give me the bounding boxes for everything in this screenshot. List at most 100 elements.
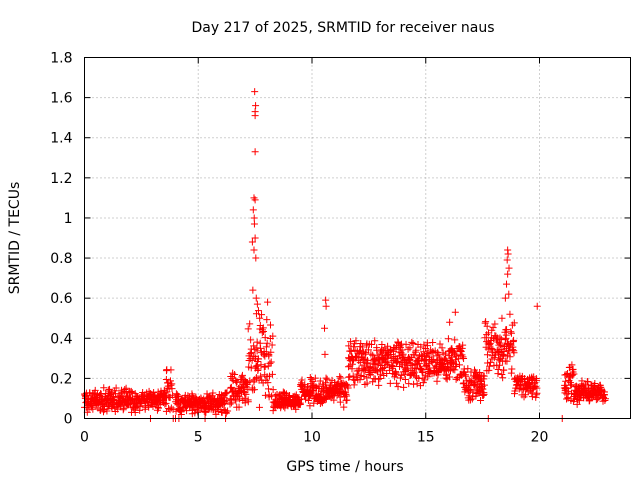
data-point bbox=[505, 290, 513, 298]
data-point bbox=[362, 359, 370, 367]
data-point bbox=[569, 365, 577, 373]
data-point bbox=[253, 338, 261, 346]
data-point bbox=[483, 322, 491, 330]
data-point bbox=[460, 354, 468, 362]
data-point bbox=[367, 341, 375, 349]
data-point bbox=[435, 351, 443, 359]
x-tick-label: 10 bbox=[303, 430, 321, 446]
data-point bbox=[263, 339, 271, 347]
data-point bbox=[373, 344, 381, 352]
data-point bbox=[483, 331, 491, 339]
data-point bbox=[507, 329, 515, 337]
data-point bbox=[510, 319, 518, 327]
y-tick-label: 1.6 bbox=[50, 91, 72, 107]
data-point bbox=[481, 334, 489, 342]
data-point bbox=[343, 396, 351, 404]
data-point bbox=[413, 380, 421, 388]
data-point bbox=[521, 374, 529, 382]
data-point bbox=[310, 399, 318, 407]
data-point bbox=[345, 373, 353, 381]
data-point bbox=[479, 385, 487, 393]
data-point bbox=[503, 357, 511, 365]
data-point bbox=[446, 318, 454, 326]
data-point bbox=[421, 376, 429, 384]
data-point bbox=[246, 320, 254, 328]
data-point bbox=[451, 308, 459, 316]
data-point bbox=[149, 403, 157, 411]
data-point bbox=[528, 393, 536, 401]
data-point bbox=[200, 407, 208, 415]
data-point bbox=[411, 372, 419, 380]
data-point bbox=[491, 320, 499, 328]
data-point bbox=[127, 387, 135, 395]
data-point bbox=[375, 381, 383, 389]
data-point bbox=[252, 254, 260, 262]
data-point bbox=[451, 336, 459, 344]
x-tick-label: 5 bbox=[194, 430, 203, 446]
data-point bbox=[241, 389, 249, 397]
data-point bbox=[167, 366, 175, 374]
data-point bbox=[253, 362, 261, 370]
data-point bbox=[568, 361, 576, 369]
data-point bbox=[477, 396, 485, 404]
data-point bbox=[412, 346, 420, 354]
data-point bbox=[504, 250, 512, 258]
data-point bbox=[267, 358, 275, 366]
data-point bbox=[416, 382, 424, 390]
data-point bbox=[257, 372, 265, 380]
data-point bbox=[264, 379, 272, 387]
chart-title: Day 217 of 2025, SRMTID for receiver nau… bbox=[191, 20, 494, 36]
data-point bbox=[422, 344, 430, 352]
data-point bbox=[252, 102, 260, 110]
data-point bbox=[260, 363, 268, 371]
data-point bbox=[533, 389, 541, 397]
data-point bbox=[322, 374, 330, 382]
data-point bbox=[244, 325, 252, 333]
data-point bbox=[342, 390, 350, 398]
data-point bbox=[498, 314, 506, 322]
data-point bbox=[401, 376, 409, 384]
data-point bbox=[209, 389, 217, 397]
data-point bbox=[344, 384, 352, 392]
data-point bbox=[399, 350, 407, 358]
data-point bbox=[223, 389, 231, 397]
data-point bbox=[402, 340, 410, 348]
data-point bbox=[480, 390, 488, 398]
data-point bbox=[602, 395, 610, 403]
data-point bbox=[510, 349, 518, 357]
data-point bbox=[347, 347, 355, 355]
data-point bbox=[578, 377, 586, 385]
data-series bbox=[81, 88, 610, 422]
data-point bbox=[575, 397, 583, 405]
data-point bbox=[247, 336, 255, 344]
data-point bbox=[438, 344, 446, 352]
data-point bbox=[522, 391, 530, 399]
data-point bbox=[252, 294, 260, 302]
data-point bbox=[394, 383, 402, 391]
data-point bbox=[501, 336, 509, 344]
data-point bbox=[322, 296, 330, 304]
data-point bbox=[145, 403, 153, 411]
data-point bbox=[224, 407, 232, 415]
data-point bbox=[100, 384, 108, 392]
data-point bbox=[267, 348, 275, 356]
data-point bbox=[433, 377, 441, 385]
y-tick-label: 0.6 bbox=[50, 291, 72, 307]
data-point bbox=[251, 196, 259, 204]
data-point bbox=[366, 363, 374, 371]
data-point bbox=[506, 310, 514, 318]
data-point bbox=[532, 391, 540, 399]
data-point bbox=[269, 386, 277, 394]
y-tick-label: 1 bbox=[64, 211, 73, 227]
data-point bbox=[378, 340, 386, 348]
data-point bbox=[400, 383, 408, 391]
data-point bbox=[266, 372, 274, 380]
data-point bbox=[420, 357, 428, 365]
data-point bbox=[510, 336, 518, 344]
data-point bbox=[251, 88, 259, 96]
plot-frame bbox=[84, 57, 631, 419]
data-point bbox=[418, 368, 426, 376]
data-point bbox=[424, 350, 432, 358]
data-point bbox=[393, 379, 401, 387]
data-point bbox=[503, 326, 511, 334]
